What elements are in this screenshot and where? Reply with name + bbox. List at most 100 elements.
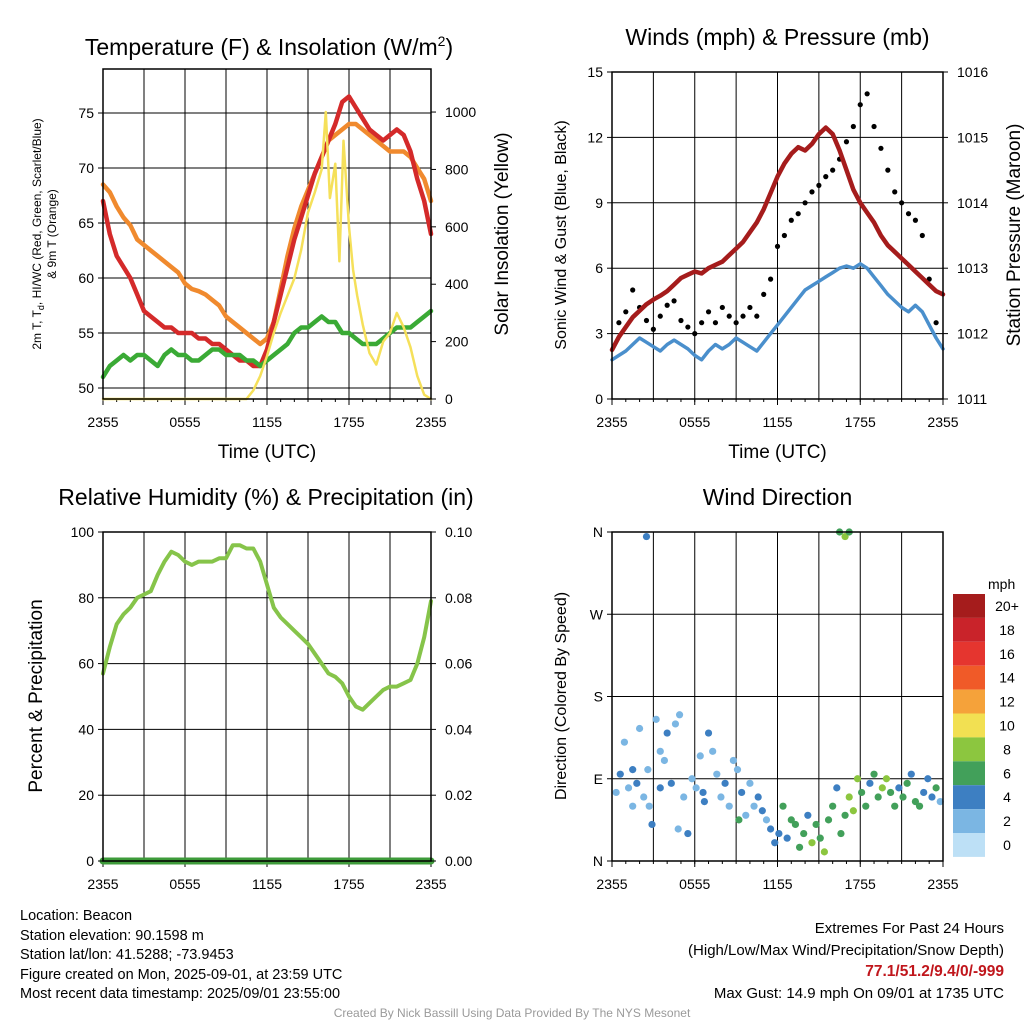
direction-point [779,802,787,810]
x-tick-label: 0555 [679,876,710,892]
direction-point [644,766,652,774]
x-tick-label: 0555 [169,414,200,430]
gust-point [843,139,850,145]
gust-point [809,189,815,195]
x-tick-label: 0555 [169,876,200,892]
x-tick-label: 1755 [333,414,364,430]
dewpoint-line [100,308,434,380]
direction-point [849,807,857,815]
direction-point [812,820,820,829]
gust-point [830,167,836,173]
gust-point [630,287,636,293]
gust-point [699,320,705,326]
direction-point [899,793,907,801]
direction-point [675,711,684,719]
gust-point [864,91,870,97]
x-tick-label: 1155 [252,876,282,892]
y-tick-label: 75 [78,105,94,121]
x-tick-label: 1755 [845,414,876,430]
direction-point [837,829,845,838]
x-tick-label: 1755 [845,876,876,892]
direction-point [891,802,899,810]
y-right-tick-label: 0.06 [445,656,472,672]
extremes-subtitle: (High/Low/Max Wind/Precipitation/Snow De… [688,941,1004,959]
gust-point [774,243,781,249]
direction-point [721,779,729,787]
x-tick-label: 2355 [596,876,627,892]
y-tick-label: 65 [78,215,94,231]
colorbar-label: 0 [1003,837,1011,853]
y-right-tick-label: 1012 [957,326,988,342]
direction-point [648,820,656,829]
y-tick-label: N [593,853,603,869]
y-axis-title-left-line2: & 9m T (Orange) [45,189,59,279]
direction-point [886,788,895,797]
gust-point [671,298,677,304]
direction-point [829,802,837,810]
direction-point [717,793,725,801]
max-gust: Max Gust: 14.9 mph On 09/01 at 1735 UTC [713,984,1004,1002]
gust-point [643,317,650,324]
y-tick-label: 0 [595,391,603,407]
gust-point [733,320,739,326]
direction-point [742,811,750,819]
title-superscript: 2 [438,33,446,49]
x-tick-label: 2355 [927,876,958,892]
y-tick-label: 55 [78,325,94,341]
direction-point [932,784,940,792]
gust-point [740,313,746,319]
gust-point [788,217,794,223]
gust-point [871,123,877,130]
y-right-tick-label: 400 [445,276,469,292]
direction-point [656,747,664,755]
y-tick-label: 50 [78,380,94,396]
winds-panel: 2355 0555 1155 1755 2355 0 3 6 9 12 15 1011 1012 1013… [553,24,1024,463]
direction-point [924,775,932,783]
colorbar-label: 4 [1003,789,1011,805]
gust-point [768,276,774,282]
y-tick-label: 3 [595,326,603,342]
y-tick-label: 60 [78,270,94,286]
y-tick-label: 20 [78,787,94,803]
direction-point [767,825,775,833]
direction-point [635,724,644,733]
speed-colorbar: mph 20+ 18 16 14 12 10 8 6 4 2 0 [953,576,1019,857]
temp-2m-line [100,94,434,369]
direction-point [895,784,903,792]
y-right-tick-label: 1015 [957,129,988,145]
direction-point [656,784,664,792]
plot-border [102,531,432,862]
x-tick-label: 2355 [415,876,446,892]
y-right-tick-label: 0.04 [445,721,472,737]
sonic-wind-line [610,262,945,362]
colorbar-label: 18 [999,622,1015,638]
direction-point [624,784,633,792]
colorbar-swatch [953,665,985,690]
direction-point [903,779,911,787]
direction-point [700,797,709,806]
y-right-tick-label: 200 [445,334,469,350]
direction-point [704,729,713,737]
y-tick-label: 12 [587,129,603,145]
colorbar-swatch [953,594,985,618]
direction-point [746,779,754,787]
station-elevation: Station elevation: 90.1598 m [20,927,204,944]
humidity-panel: 2355 0555 1155 1755 2355 0 20 40 60 80 100 0.00 0.02… [26,484,474,892]
direction-point [882,775,891,783]
x-tick-label: 0555 [679,414,710,430]
gust-point [919,232,925,239]
direction-point [841,532,849,541]
direction-point [858,788,866,797]
direction-point [616,770,624,778]
direction-point [791,820,800,829]
direction-point [645,802,653,810]
y-right-tick-label: 1011 [957,391,987,407]
x-tick-label: 1755 [333,876,364,892]
colorbar-swatch [953,737,985,762]
direction-point [870,770,878,778]
direction-point [915,802,924,810]
humidity-line [101,543,433,712]
y-tick-label: 100 [71,524,95,540]
direction-point [709,747,717,755]
